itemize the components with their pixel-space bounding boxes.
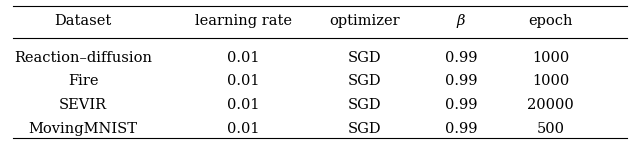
Text: 0.01: 0.01 <box>227 122 259 136</box>
Text: SGD: SGD <box>348 74 381 88</box>
Text: 0.99: 0.99 <box>445 122 477 136</box>
Text: 0.01: 0.01 <box>227 74 259 88</box>
Text: 1000: 1000 <box>532 51 569 65</box>
Text: 0.99: 0.99 <box>445 74 477 88</box>
Text: 20000: 20000 <box>527 98 574 112</box>
Text: β: β <box>456 14 465 28</box>
Text: SGD: SGD <box>348 98 381 112</box>
Text: 1000: 1000 <box>532 74 569 88</box>
Text: SEVIR: SEVIR <box>60 98 108 112</box>
Text: optimizer: optimizer <box>330 14 400 28</box>
Text: Fire: Fire <box>68 74 99 88</box>
Text: 0.99: 0.99 <box>445 51 477 65</box>
Text: SGD: SGD <box>348 51 381 65</box>
Text: MovingMNIST: MovingMNIST <box>29 122 138 136</box>
Text: Reaction–diffusion: Reaction–diffusion <box>14 51 152 65</box>
Text: 0.01: 0.01 <box>227 98 259 112</box>
Text: epoch: epoch <box>528 14 573 28</box>
Text: 0.99: 0.99 <box>445 98 477 112</box>
Text: Dataset: Dataset <box>54 14 112 28</box>
Text: 0.01: 0.01 <box>227 51 259 65</box>
Text: learning rate: learning rate <box>195 14 292 28</box>
Text: 500: 500 <box>536 122 564 136</box>
Text: SGD: SGD <box>348 122 381 136</box>
